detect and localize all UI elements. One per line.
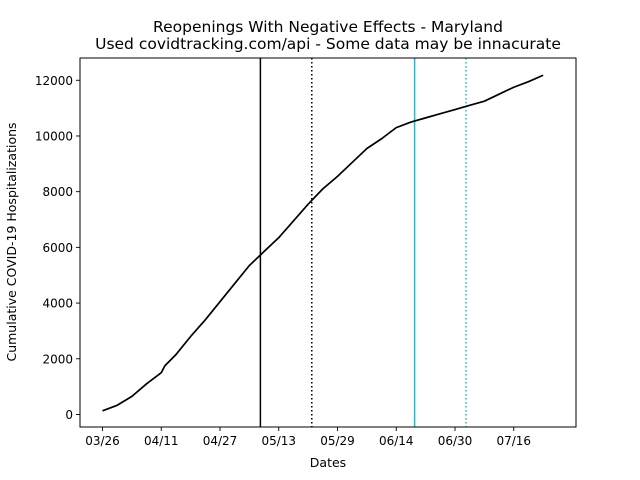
y-axis-label: Cumulative COVID-19 Hospitalizations [4,122,19,361]
reopening-markers [259,58,467,427]
plot-area-frame [79,57,577,428]
x-tick-label-7: 06/30 [438,434,473,448]
x-axis-label: Dates [310,455,346,470]
chart-title: Reopenings With Negative Effects - Maryl… [153,18,503,36]
x-tick-label-2: 04/11 [144,434,179,448]
y-tick-label-4: 6000 [42,241,73,255]
y-tick-label-2: 2000 [42,352,73,366]
x-tick-label-8: 07/16 [496,434,531,448]
x-axis: 03/26 04/11 04/27 05/13 05/29 06/14 06/30 07/16 [85,427,531,448]
y-axis: 0 2000 4000 6000 8000 10000 12000 [35,74,80,422]
x-tick-label-3: 04/27 [203,434,238,448]
y-tick-label-5: 8000 [42,185,73,199]
chart-subtitle: Used covidtracking.com/api - Some data m… [95,35,561,53]
x-tick-label-5: 05/29 [320,434,355,448]
y-tick-label-3: 4000 [42,297,73,311]
series-line-1 [102,74,544,412]
x-tick-label-1: 03/26 [85,434,120,448]
y-tick-label-1: 0 [65,408,73,422]
x-tick-label-4: 05/13 [261,434,296,448]
y-tick-label-7: 12000 [35,74,73,88]
series-group [102,74,544,412]
x-tick-label-6: 06/14 [379,434,414,448]
y-tick-label-6: 10000 [35,129,73,143]
